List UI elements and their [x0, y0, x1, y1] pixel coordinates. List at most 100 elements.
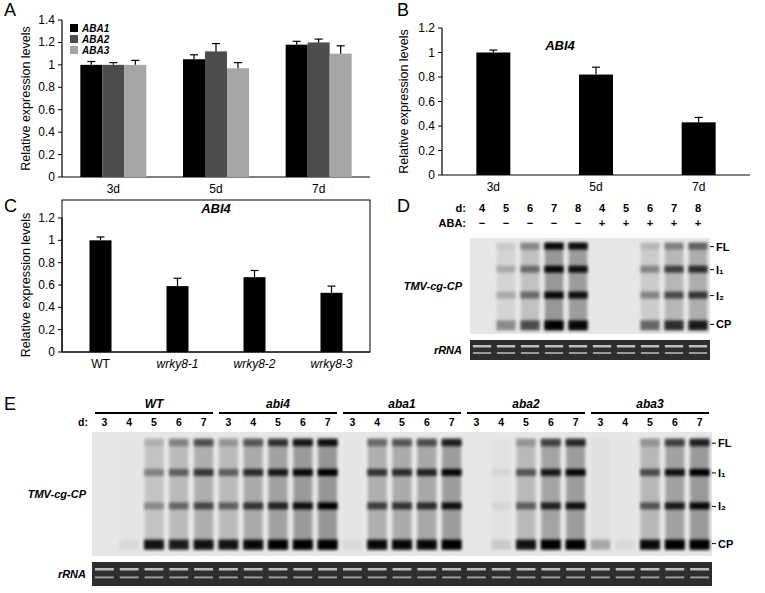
band: [640, 469, 660, 476]
band: [568, 320, 587, 330]
lane-smear: [591, 438, 610, 550]
rrna-band: [145, 568, 164, 571]
tick-label: 0.4: [418, 119, 435, 133]
lane-label: 7: [325, 416, 331, 428]
lane-smear: [521, 243, 539, 329]
lane-smear: [689, 243, 707, 329]
lane-label: 4: [126, 416, 132, 428]
tick: [58, 154, 62, 155]
rrna-band: [473, 345, 491, 348]
error-line: [595, 67, 596, 74]
band: [566, 469, 586, 476]
error-line: [340, 46, 341, 54]
lane-label: +: [671, 217, 677, 229]
band: [690, 469, 710, 476]
blot-panel: Dd:4567845678ABA:−−−−−+++++TMV-cg-CPrRNA…: [397, 196, 731, 360]
lane-smear: [690, 438, 709, 550]
frame: [62, 200, 370, 352]
marks: [476, 50, 715, 175]
category-label: wrky8-3: [310, 357, 352, 371]
band: [541, 439, 561, 446]
panel-label: C: [4, 196, 17, 216]
bar-chart: 00.20.40.60.811.2WTwrky8-1wrky8-2wrky8-3…: [4, 196, 370, 371]
lane-label: 7: [201, 416, 207, 428]
band: [144, 540, 164, 550]
tick-label: 1.2: [418, 21, 435, 35]
tick: [438, 150, 442, 151]
rrna-band: [690, 576, 709, 578]
band: [690, 502, 710, 509]
band: [544, 243, 563, 250]
error-bar: [174, 278, 182, 286]
error-bar: [109, 63, 117, 65]
tick-label: 1.2: [38, 35, 55, 49]
band: [417, 540, 437, 550]
rrna-band: [368, 568, 387, 571]
lane-label: 3: [225, 416, 231, 428]
band: [516, 469, 536, 476]
error-cap: [251, 270, 259, 271]
blot-background: [470, 238, 710, 334]
rrna-band: [566, 576, 585, 578]
bar: [286, 45, 308, 177]
rrna-band: [593, 345, 611, 348]
band: [688, 266, 707, 273]
rrna-band: [120, 576, 139, 578]
band-tick: [712, 506, 716, 507]
band: [664, 266, 683, 273]
rrna-band: [244, 576, 263, 578]
group-line: [343, 412, 461, 414]
rrna-band: [665, 352, 683, 354]
error-bar: [293, 41, 301, 44]
rrna-band: [665, 345, 683, 348]
bar-chart: 00.20.40.60.811.23d5d7dRelative expressi…: [397, 0, 750, 194]
band: [293, 469, 313, 476]
band: [169, 439, 189, 446]
band: [664, 320, 683, 330]
band: [392, 439, 412, 446]
tick-label: 0.6: [38, 278, 55, 292]
category-label: 5d: [589, 180, 602, 194]
error-cap: [131, 60, 139, 61]
lane-smear: [541, 438, 560, 550]
row-label: rRNA: [58, 568, 86, 580]
error-cap: [234, 62, 242, 63]
error-bar: [190, 55, 198, 59]
rrna-band: [497, 352, 515, 354]
band: [392, 469, 412, 476]
rrna-band: [545, 352, 563, 354]
lane-label: +: [695, 217, 701, 229]
panel-label: E: [4, 394, 16, 414]
band: [496, 320, 515, 330]
rrna-band: [617, 352, 635, 354]
band: [417, 439, 437, 446]
rrna-band: [521, 352, 539, 354]
bar: [330, 54, 352, 177]
lane-label: 5: [623, 202, 629, 214]
tick: [58, 307, 62, 308]
panel-label: D: [397, 196, 410, 216]
error-cap: [190, 54, 198, 55]
lane-label: 3: [349, 416, 355, 428]
category-label: 7d: [312, 182, 325, 196]
error-bar: [97, 237, 105, 240]
legend-label: ABA2: [81, 34, 110, 45]
error-cap: [174, 278, 182, 279]
rrna-band: [318, 576, 337, 578]
lane-smear: [343, 438, 362, 550]
rrna-band: [569, 352, 587, 354]
lane-smear: [492, 438, 511, 550]
band: [541, 540, 561, 550]
band: [119, 540, 139, 550]
rrna-band: [641, 568, 660, 571]
band: [243, 502, 263, 509]
bar: [321, 293, 343, 352]
rrna-band: [521, 345, 539, 348]
rrna-band: [417, 576, 436, 578]
lane-label: 4: [599, 202, 606, 214]
rrna-band: [591, 568, 610, 571]
row-label: d:: [456, 202, 466, 214]
error-bar: [251, 270, 259, 277]
band: [342, 540, 362, 550]
band: [417, 469, 437, 476]
